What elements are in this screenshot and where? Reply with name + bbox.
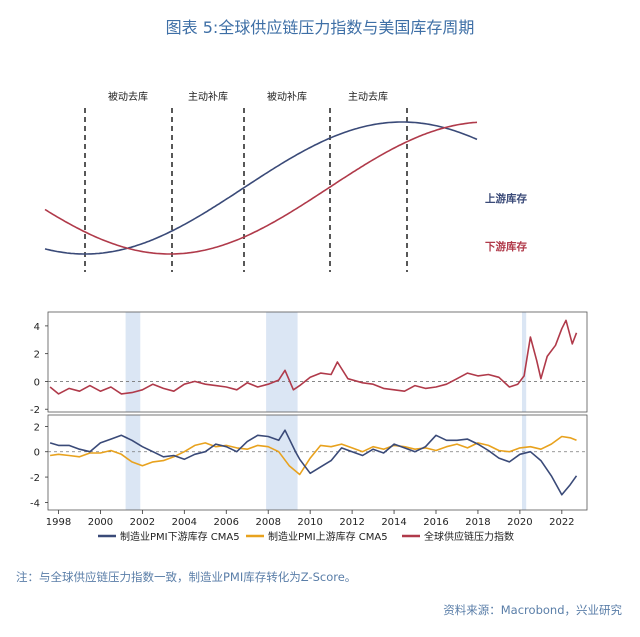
pmi-ytick-label: 0	[34, 448, 40, 459]
xtick-label: 2002	[130, 517, 155, 528]
pmi-frame	[47, 414, 588, 511]
xtick-label: 2006	[214, 517, 239, 528]
pressure-recession-shade-2	[266, 312, 298, 412]
upstream-inventory-curve	[44, 121, 478, 255]
pmi-recession-shade-2	[266, 415, 298, 510]
pressure-recession-shade-1	[125, 312, 141, 412]
xtick-label: 2010	[297, 517, 322, 528]
xtick-label: 2004	[172, 517, 197, 528]
xtick-label: 1998	[46, 517, 71, 528]
phase-label-2: 主动补库	[188, 90, 228, 103]
xtick-label: 2020	[507, 517, 532, 528]
pressure-ytick-label: 4	[34, 322, 40, 333]
figure-title: 图表 5:全球供应链压力指数与美国库存周期	[165, 18, 475, 37]
xtick-label: 2016	[423, 517, 448, 528]
legend-label-2: 制造业PMI上游库存 CMA5	[268, 530, 388, 543]
xtick-label: 2014	[381, 517, 406, 528]
pressure-recession-shade-3	[521, 312, 527, 412]
upstream-label: 上游库存	[485, 192, 527, 205]
pmi-ytick-label: -4	[30, 498, 40, 509]
xtick-label: 2022	[549, 517, 574, 528]
downstream-inventory-curve	[44, 121, 478, 255]
downstream-label: 下游库存	[485, 240, 527, 253]
pressure-ytick-label: 2	[34, 350, 40, 361]
pressure-frame	[47, 311, 588, 413]
pmi-recession-shade-3	[521, 415, 527, 510]
pmi-downstream-inventory-line	[49, 429, 578, 496]
pressure-ytick-label: 0	[34, 377, 40, 388]
pmi-upstream-inventory-line	[49, 435, 577, 476]
pmi-ytick-label: -2	[30, 473, 40, 484]
supply-chain-pressure-panel: 4 2 0 -2 2 0 -2 -4 1998 2000 2002 2004 2006 2008 2010 2…	[30, 311, 588, 543]
xtick-label: 2008	[255, 517, 280, 528]
xtick-label: 2000	[88, 517, 113, 528]
pmi-ytick-label: 2	[34, 422, 40, 433]
legend-label-3: 全球供应链压力指数	[424, 530, 514, 543]
legend-label-1: 制造业PMI下游库存 CMA5	[120, 530, 240, 543]
supply-chain-pressure-line	[49, 319, 578, 395]
xtick-label: 2018	[465, 517, 490, 528]
xtick-label: 2012	[339, 517, 364, 528]
phase-label-4: 主动去库	[348, 90, 388, 103]
pressure-ytick-label: -2	[30, 405, 40, 416]
figure-source: 资料来源：Macrobond，兴业研究	[443, 603, 622, 617]
phase-label-3: 被动补库	[267, 90, 307, 103]
figure-note: 注：与全球供应链压力指数一致，制造业PMI库存转化为Z-Score。	[16, 570, 357, 584]
phase-label-1: 被动去库	[108, 90, 148, 103]
